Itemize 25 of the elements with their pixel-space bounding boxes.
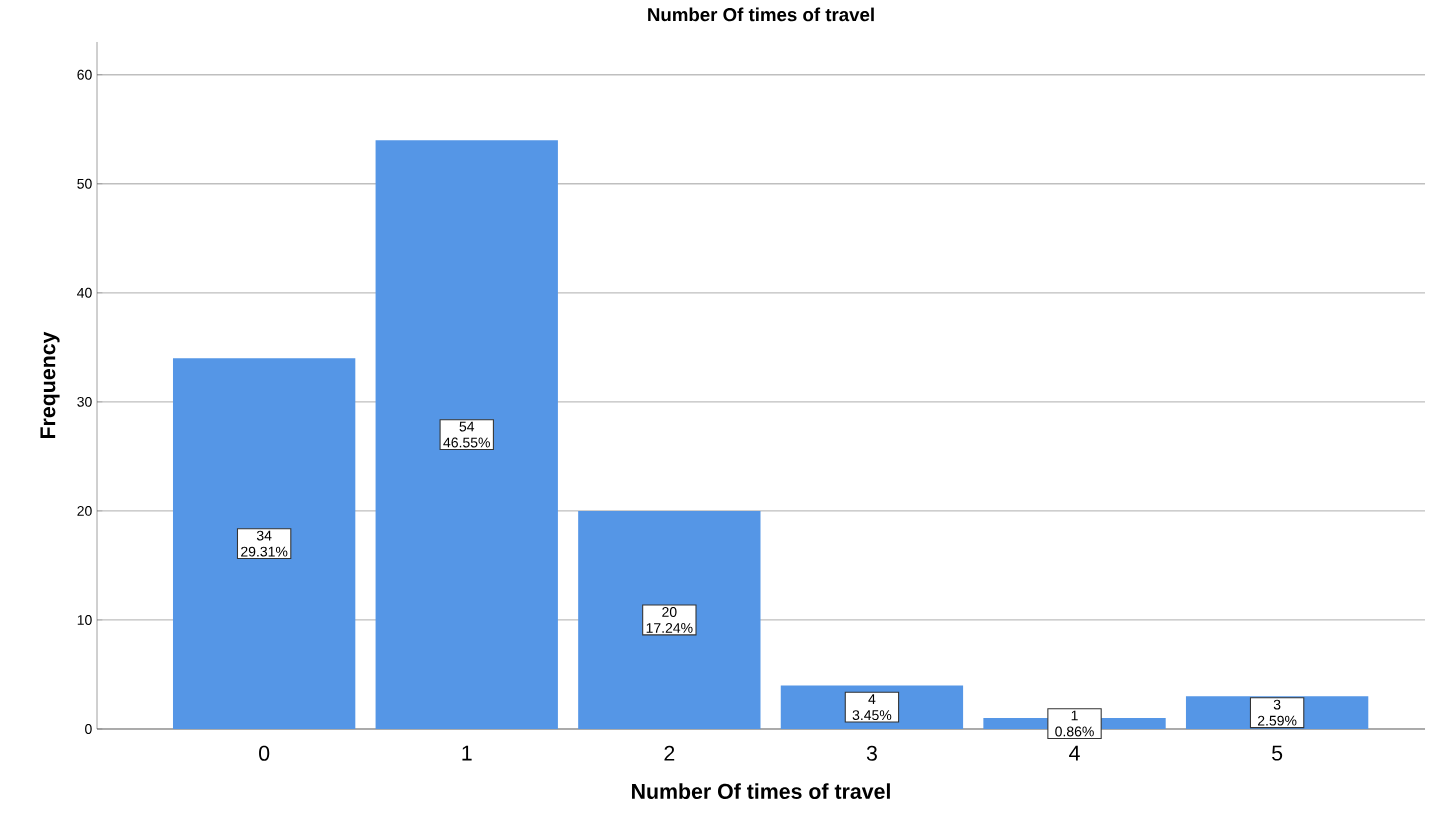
bar xyxy=(578,510,761,729)
data-label: 34 29.31% xyxy=(241,530,288,557)
data-label: 54 46.55% xyxy=(443,421,490,448)
bar xyxy=(172,358,356,729)
chart-title: Number Of times of travel xyxy=(648,7,874,22)
x-tick-label: 4 xyxy=(1069,745,1080,761)
y-tick-label: 20 xyxy=(77,505,92,516)
data-label: 4 3.45% xyxy=(852,694,892,721)
y-tick-label: 10 xyxy=(77,615,92,625)
y-tick-label: 30 xyxy=(77,396,92,407)
data-label: 3 2.59% xyxy=(1257,699,1297,726)
x-tick-label: 3 xyxy=(866,745,877,761)
bar xyxy=(375,140,558,729)
y-tick-label: 60 xyxy=(77,69,92,80)
data-label: 1 0.86% xyxy=(1055,710,1094,737)
y-tick-label: 0 xyxy=(85,724,92,734)
y-axis-title: Frequency xyxy=(40,331,60,439)
x-tick-label: 0 xyxy=(259,745,270,761)
y-tick-label: 50 xyxy=(77,178,92,189)
data-label: 20 17.24% xyxy=(646,607,693,633)
x-tick-label: 1 xyxy=(462,745,472,761)
x-axis-title: Number Of times of travel xyxy=(632,783,890,799)
x-tick-label: 2 xyxy=(664,745,675,761)
y-tick-label: 40 xyxy=(77,287,92,298)
x-tick-label: 5 xyxy=(1272,745,1283,761)
